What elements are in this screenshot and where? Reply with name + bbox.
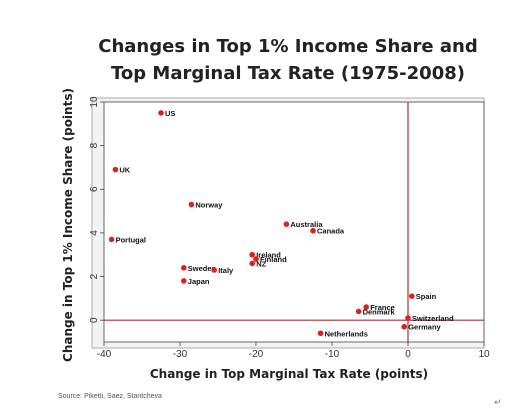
data-point [158,110,164,116]
y-tick-label: 0 [89,317,100,323]
data-point-label: US [165,109,175,118]
y-axis-label: Change in Top 1% Income Share (points) [61,88,75,362]
axis-ticks: -40 -30 -20 -10 0 10 0 2 4 6 8 10 [89,96,490,360]
source-note: Source: Piketti, Saez, Stantcheva [58,393,162,400]
data-point [108,236,115,243]
x-tick-label: -20 [249,349,264,360]
data-point-label: Sweden [188,264,217,273]
y-tick-label: 2 [89,273,100,279]
data-point [317,330,324,337]
chart-title-line1: Changes in Top 1% Income Share and [98,36,477,57]
data-point-label: Denmark [363,307,396,316]
data-point-label: Norway [195,201,223,210]
data-point-label: Ireland [256,251,281,260]
data-point-label: Australia [290,220,323,229]
plot-area [103,101,485,343]
data-point-label: UK [119,166,130,175]
data-point [112,166,119,173]
x-axis-label: Change in Top Marginal Tax Rate (points) [150,367,428,381]
data-point [310,227,316,234]
chart-title-line2: Top Marginal Tax Rate (1975-2008) [111,63,465,84]
data-point [401,323,408,330]
y-tick-label: 10 [89,96,100,108]
data-point [253,256,259,262]
data-point [181,265,187,271]
data-point-label: Portugal [116,235,146,244]
x-tick-label: 0 [405,349,411,360]
data-point-label: Italy [218,266,234,275]
corner-mark: ↵ [494,398,502,408]
y-tick-label: 8 [89,142,100,148]
data-point [249,260,255,267]
data-point [283,221,290,227]
data-point-label: Canada [317,227,345,236]
data-point [355,308,362,315]
data-point-label: Switzerland [412,314,454,323]
x-tick-label: -10 [325,349,340,360]
data-point [249,251,255,258]
data-point [181,278,187,284]
data-point-label: France [370,303,395,312]
y-tick-label: 6 [89,186,100,192]
x-tick-label: -30 [173,349,188,360]
data-point [188,201,195,208]
x-tick-label: 10 [478,349,490,360]
data-point [405,315,411,321]
data-point-label: Netherlands [325,329,368,338]
y-tick-label: 4 [89,230,100,236]
data-point-label: Finland [260,255,287,264]
data-point-label: Germany [408,323,441,332]
data-point-label: NZ [256,259,266,268]
x-tick-label: -40 [97,349,112,360]
data-point-label: Spain [416,292,437,301]
data-point-label: Japan [188,277,210,286]
data-point [363,304,370,310]
data-point [211,267,217,273]
data-point [409,293,415,299]
reference-lines [104,102,484,342]
